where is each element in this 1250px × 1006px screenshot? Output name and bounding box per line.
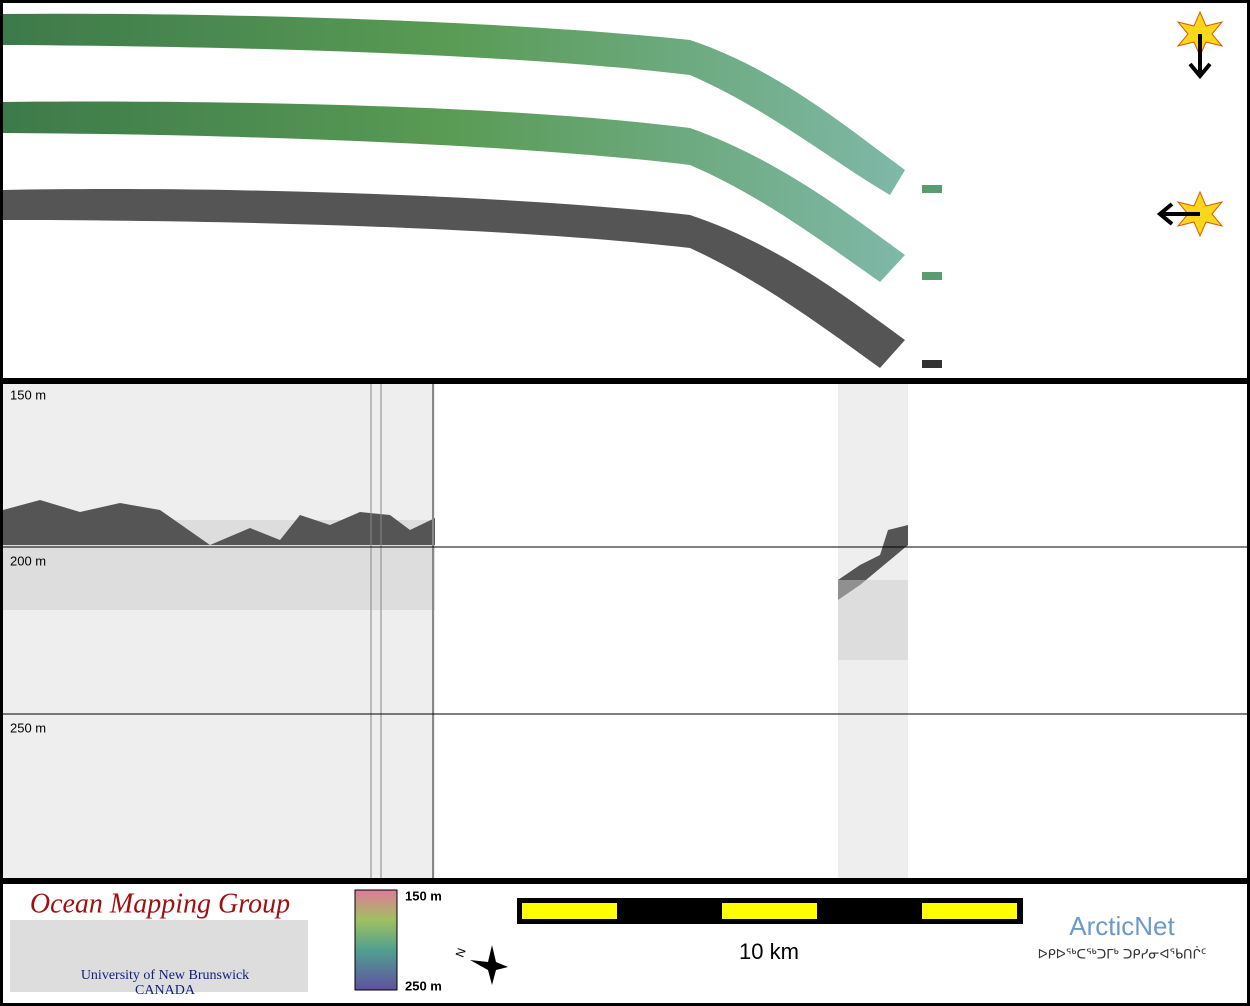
swath-bathymetry [3,13,905,196]
echo-scatter [838,580,908,660]
depth-label: 200 m [10,553,46,568]
scale-label: 10 km [739,939,799,964]
swath-fragment [922,272,942,280]
profile-coverage [3,384,435,878]
logo-country: CANADA [135,983,196,998]
sun-icon [1176,10,1224,80]
logo-subtitle: University of New Brunswick [81,968,249,983]
depth-label: 150 m [10,387,46,402]
scale-segment [922,903,1017,919]
colorbar [354,889,398,991]
swath-shaded [3,101,905,282]
swath-fragment [922,185,942,193]
north-arrow [470,945,508,985]
scale-segment [522,903,617,919]
partner-name: ArcticNet [1069,911,1175,941]
swath-fragment [922,360,942,368]
colorbar-label: 250 m [405,978,442,993]
logo-image [10,920,308,992]
echo-trace [3,500,435,545]
scale-segment [722,903,817,919]
partner-syllabics: ᐅᑭᐅᖅᑕᖅᑐᒥᒃ ᑐᑭᓯᓂᐊᖃᑎᒌᑦ [1038,946,1207,963]
depth-label: 250 m [10,720,46,735]
logo-title: Ocean Mapping Group [30,888,290,919]
swath-backscatter [3,189,905,368]
colorbar-label: 150 m [405,888,442,903]
sun-icon [1156,190,1224,238]
